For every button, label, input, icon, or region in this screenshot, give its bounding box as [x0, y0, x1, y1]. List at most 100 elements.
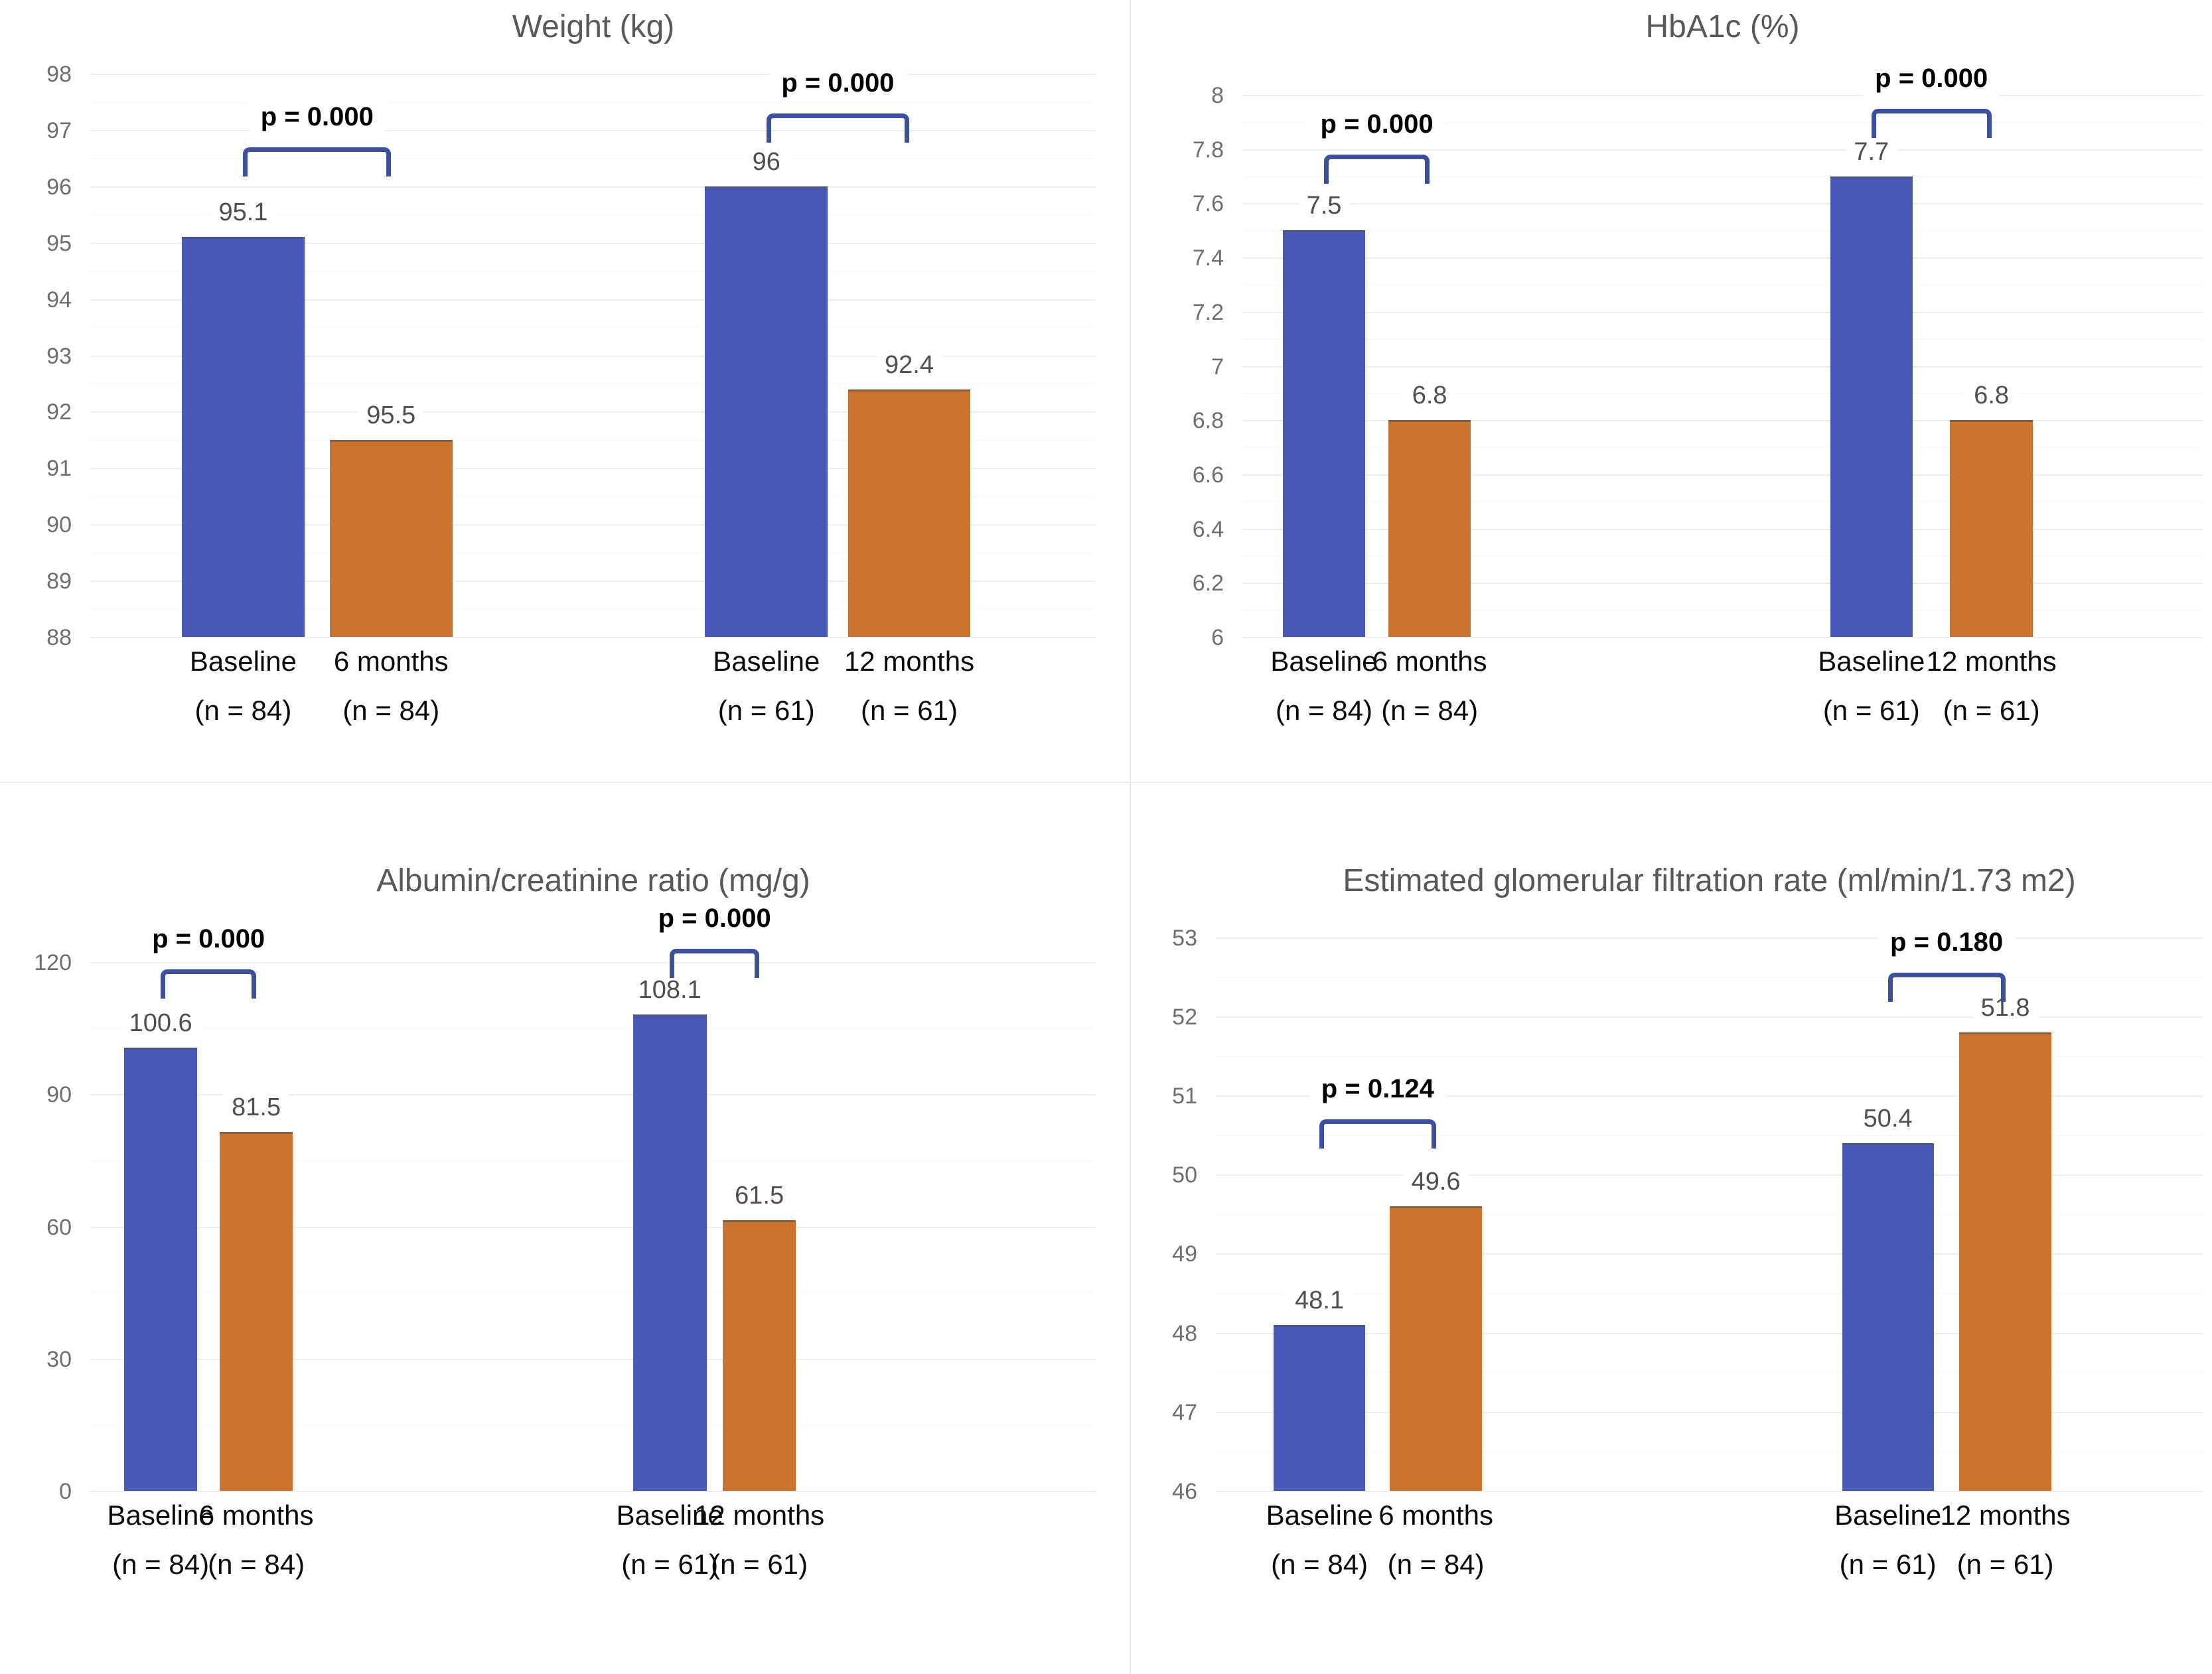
gridline — [90, 1226, 1096, 1228]
x-category-label: 12 months (n = 61) — [640, 1491, 879, 1589]
gridline — [90, 242, 1096, 244]
bar-value-label: 61.5 — [727, 1178, 792, 1212]
y-tick-label: 49 — [1172, 1241, 1197, 1267]
y-tick-label: 94 — [46, 287, 72, 313]
gridline-minor — [90, 214, 1096, 216]
gridline-minor — [1216, 1056, 2203, 1057]
x-category-line2: (n = 61) — [1822, 695, 1920, 726]
gridline — [1216, 1016, 2203, 1018]
x-category-line2: (n = 61) — [1839, 1549, 1937, 1580]
bar-baseline — [632, 1014, 707, 1491]
x-category-line2: (n = 84) — [194, 695, 292, 726]
x-category-line2: (n = 84) — [208, 1549, 305, 1580]
x-category-line2: (n = 84) — [1276, 695, 1372, 726]
gridline — [90, 355, 1096, 357]
y-axis: 8 7.8 7.6 7.4 7.2 7 6.8 6.6 6.4 6.2 6 — [1110, 60, 1242, 650]
gridline — [1216, 1411, 2203, 1413]
bar-value-label: 81.5 — [224, 1090, 289, 1124]
gridline — [1242, 311, 2203, 313]
p-value-bracket — [1323, 154, 1430, 184]
gridline — [90, 962, 1096, 964]
y-tick-label: 52 — [1172, 1004, 1197, 1030]
chart-panel-acr: Albumin/creatinine ratio (mg/g) 120 90 60 30… — [0, 773, 1106, 1674]
gridline — [90, 1094, 1096, 1096]
x-category-line2: (n = 84) — [1271, 1549, 1368, 1580]
panel-divider-horizontal — [0, 782, 2212, 783]
y-tick-label: 93 — [46, 343, 72, 369]
x-category-label: Baseline (n = 84) — [1205, 637, 1443, 735]
bar-value-label: 7.5 — [1298, 189, 1350, 223]
gridline-minor — [1216, 1293, 2203, 1294]
plot-area: 48.1 49.6 50.4 51.8 p = 0.124 p = 0.180 — [1216, 914, 2203, 1492]
x-category-line2: (n = 61) — [717, 695, 815, 726]
bar-followup — [329, 439, 453, 637]
x-category-line1: 12 months — [694, 1500, 825, 1531]
p-value-label: p = 0.000 — [1863, 59, 2000, 97]
bar-value-label: 95.5 — [358, 398, 424, 432]
p-value-label: p = 0.000 — [140, 920, 277, 957]
bar-value-label: 95.1 — [210, 196, 276, 230]
plot-area: 95.1 95.5 96 92.4 p = 0.000 p = 0.000 — [90, 60, 1096, 638]
p-value-label: p = 0.000 — [248, 98, 386, 135]
x-category-line2: (n = 84) — [112, 1549, 210, 1580]
bar-followup — [1388, 420, 1471, 637]
x-category-label: 12 months (n = 61) — [1886, 1491, 2125, 1589]
gridline-minor — [90, 439, 1096, 441]
x-category-line2: (n = 61) — [621, 1549, 719, 1580]
p-value-label: p = 0.000 — [769, 64, 907, 102]
bar-value-label: 100.6 — [121, 1006, 200, 1040]
gridline — [90, 637, 1096, 638]
x-category-label: Baseline (n = 61) — [550, 1491, 789, 1589]
gridline — [1242, 474, 2203, 476]
gridline — [90, 468, 1096, 470]
y-tick-label: 90 — [46, 1082, 72, 1108]
p-value-label: p = 0.124 — [1309, 1070, 1446, 1107]
y-tick-label: 97 — [46, 118, 72, 144]
x-category-line2: (n = 61) — [1956, 1549, 2054, 1580]
x-category-line2: (n = 84) — [1387, 1549, 1485, 1580]
plot-area-wrap: 53 52 51 50 49 48 47 46 48.1 49.6 50.4 51.8 p = 0.12… — [1110, 914, 2203, 1504]
bar-value-label: 48.1 — [1287, 1283, 1353, 1317]
gridline-minor — [1242, 447, 2203, 449]
gridline-minor — [1242, 338, 2203, 340]
gridline-minor — [90, 327, 1096, 328]
bar-value-label: 6.8 — [1404, 379, 1455, 413]
bar-followup — [219, 1131, 293, 1491]
gridline — [90, 411, 1096, 413]
x-category-label: Baseline (n = 84) — [1200, 1491, 1439, 1589]
x-category-label: Baseline (n = 61) — [647, 637, 886, 735]
x-category-label: 12 months (n = 61) — [790, 637, 1029, 735]
bar-baseline — [181, 237, 305, 637]
gridline — [1216, 1174, 2203, 1176]
x-axis-labels: Baseline (n = 84) 6 months (n = 84) Baseline… — [90, 637, 1096, 756]
p-value-bracket — [243, 147, 392, 176]
y-tick-label: 88 — [46, 625, 72, 650]
y-tick-label: 6.4 — [1192, 516, 1224, 542]
p-value-bracket — [1887, 973, 2006, 1003]
x-category-line2: (n = 84) — [342, 695, 440, 726]
gridline-minor — [90, 1028, 1096, 1029]
x-category-label: 12 months (n = 61) — [1872, 637, 2111, 735]
gridline — [1242, 149, 2203, 151]
gridline-minor — [90, 1160, 1096, 1161]
bar-value-label: 6.8 — [1966, 379, 2018, 413]
x-category-label: Baseline (n = 61) — [1769, 1491, 2008, 1589]
x-category-line1: Baseline — [713, 646, 820, 677]
y-tick-label: 50 — [1172, 1162, 1197, 1188]
gridline-minor — [1242, 121, 2203, 123]
x-category-line1: Baseline — [1266, 1500, 1373, 1531]
gridline-minor — [1242, 176, 2203, 177]
gridline — [90, 581, 1096, 583]
p-value-bracket — [1319, 1119, 1436, 1149]
bar-followup — [848, 389, 971, 637]
x-category-line1: 12 months — [844, 646, 975, 677]
x-category-label: Baseline (n = 61) — [1752, 637, 1991, 735]
y-tick-label: 53 — [1172, 925, 1197, 951]
x-category-line1: 6 months — [198, 1500, 314, 1531]
p-value-bracket — [670, 949, 760, 979]
bar-followup — [1950, 420, 2033, 637]
bar-followup — [1390, 1206, 1482, 1491]
bar-value-label: 50.4 — [1855, 1101, 1921, 1135]
x-category-label: 6 months (n = 84) — [1310, 637, 1549, 735]
